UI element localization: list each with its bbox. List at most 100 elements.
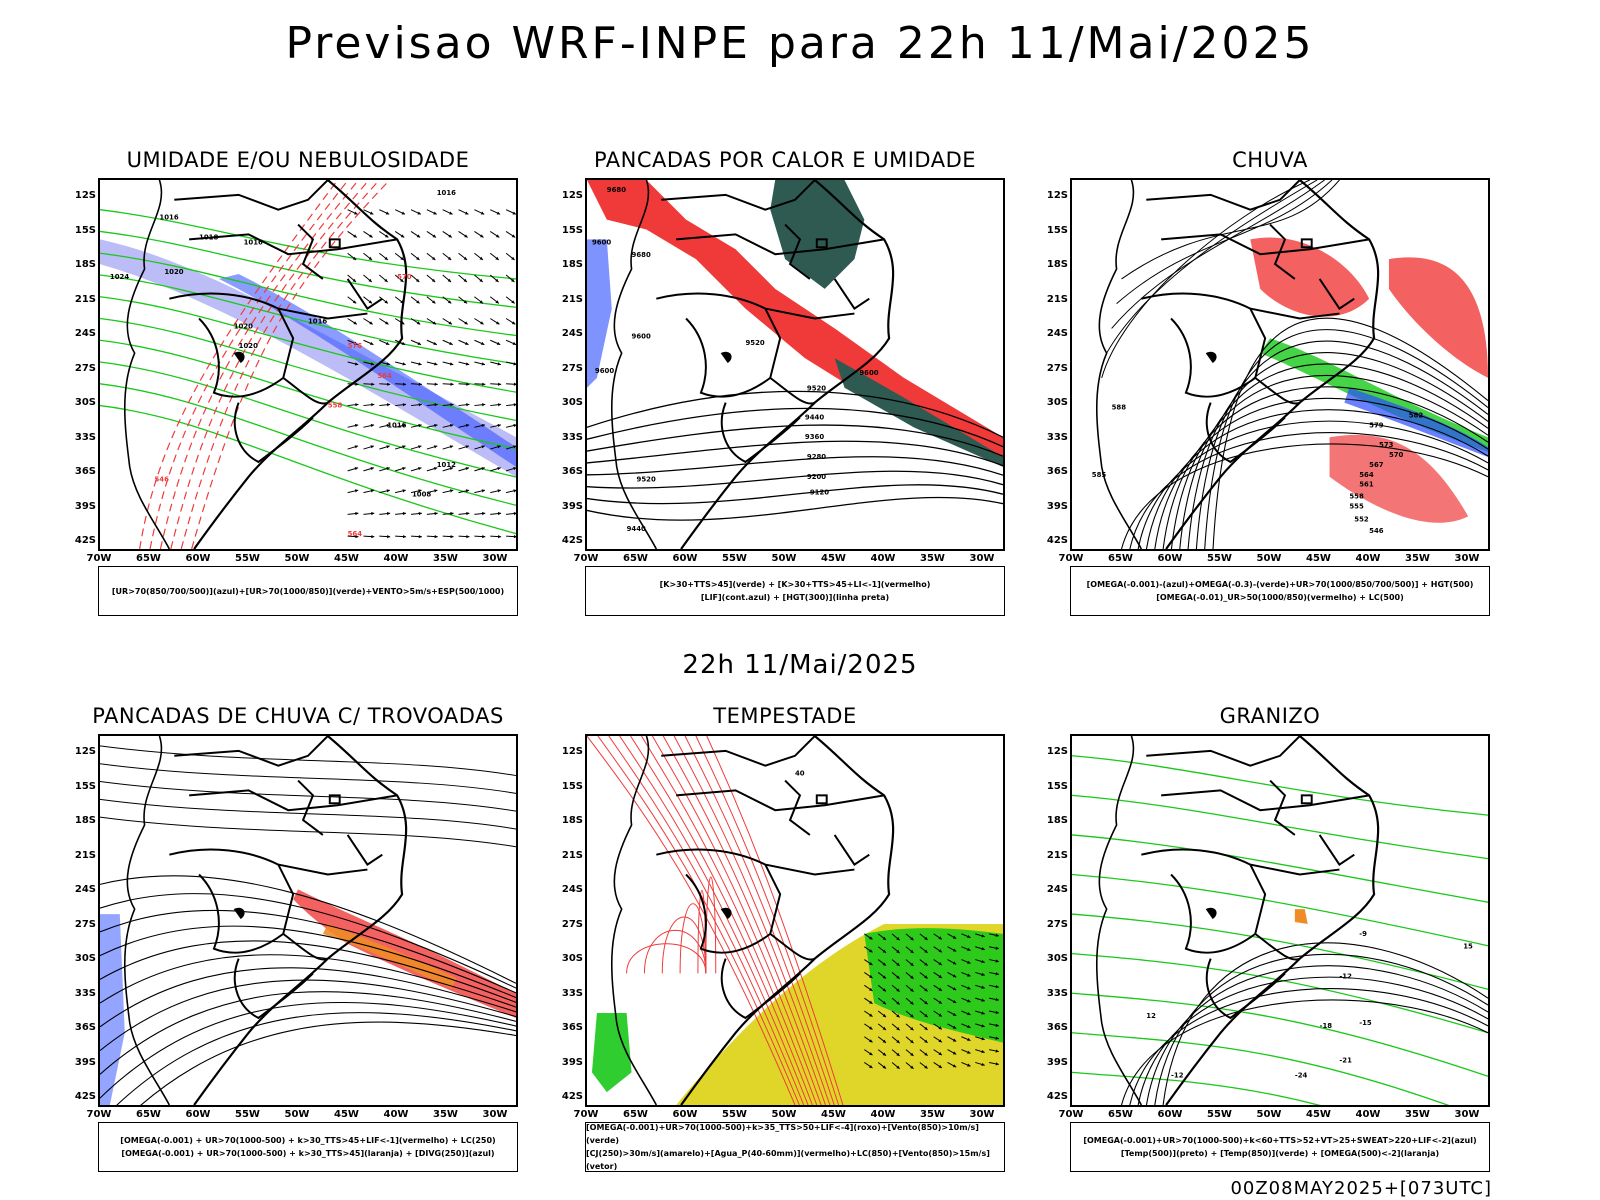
legend-line: [UR>70(850/700/500)](azul)+[UR>70(1000/8… [111, 586, 505, 596]
latitude-tick-label: 33S [1046, 987, 1068, 999]
contour-label: 576 [348, 342, 363, 350]
forecast-map: 40 [587, 736, 1003, 1105]
longitude-tick-label: 60W [185, 553, 211, 564]
longitude-tick-label: 35W [1405, 1109, 1430, 1120]
latitude-tick-label: 15S [1046, 780, 1068, 792]
longitude-tick-label: 55W [1207, 553, 1232, 564]
latitude-tick-label: 18S [1046, 259, 1068, 270]
contour-label: -21 [1339, 1056, 1352, 1064]
contour-label: 558 [1349, 493, 1364, 501]
longitude-tick-label: 65W [1108, 1109, 1133, 1120]
forecast-map: 1016 1016 1018 1016 1020 1020 1024 1020 1016 1016… [100, 180, 516, 549]
latitude-tick-label: 15S [1046, 224, 1068, 236]
longitude-tick-label: 45W [821, 1109, 846, 1120]
longitude-tick-label: 40W [383, 1109, 409, 1120]
contour-label: 9440 [805, 413, 824, 421]
contour-label: 567 [1369, 461, 1384, 469]
contour-label: 1018 [199, 233, 218, 241]
longitude-tick-label: 60W [1157, 553, 1183, 564]
latitude-tick-label: 36S [1046, 466, 1068, 477]
latitude-tick-label: 39S [561, 1056, 583, 1068]
contour-label: 1012 [437, 461, 456, 469]
latitude-tick-label: 33S [561, 987, 583, 999]
latitude-tick-label: 42S [74, 535, 96, 546]
longitude-tick-label: 55W [1207, 1109, 1232, 1120]
longitude-tick-label: 55W [235, 553, 260, 564]
latitude-tick-label: 12S [561, 746, 583, 757]
latitude-tick-label: 24S [1046, 884, 1068, 895]
latitude-tick-label: 30S [74, 397, 96, 408]
latitude-tick-label: 15S [74, 780, 96, 792]
panel-umidade: UMIDADE E/OU NEBULOSIDADE 1016 1016 1018 101… [38, 148, 558, 618]
legend-line: [K>30+TTS>45](verde) + [K>30+TTS>45+LI<-… [659, 580, 931, 589]
longitude-tick-label: 50W [1256, 1109, 1282, 1120]
forecast-map: -9 -12 -15 -18 -21 -24 -12 12 15 [1072, 736, 1488, 1105]
latitude-tick-label: 24S [74, 328, 96, 339]
latitude-tick-label: 12S [561, 190, 583, 201]
contour-label: 552 [1354, 515, 1369, 523]
longitude-tick-label: 45W [1306, 553, 1331, 564]
longitude-tick-label: 45W [1306, 1109, 1331, 1120]
contour-label: 564 [1359, 471, 1374, 479]
latitude-tick-label: 42S [561, 535, 583, 546]
contour-label: 564 [377, 372, 392, 380]
contour-label: 558 [328, 402, 343, 410]
longitude-tick-label: 35W [920, 1109, 945, 1120]
contour-label: 9600 [632, 332, 651, 340]
contour-label: 546 [1369, 527, 1384, 535]
longitude-tick-label: 30W [482, 553, 508, 564]
panel-legend: [OMEGA(-0.001)-(azul)+OMEGA(-0.3)-(verde… [1070, 566, 1490, 616]
longitude-tick-label: 40W [1355, 553, 1381, 564]
contour-label: 1020 [239, 342, 258, 350]
latitude-tick-label: 15S [561, 780, 583, 792]
longitude-tick-label: 35W [1405, 553, 1430, 564]
latitude-tick-label: 21S [561, 293, 583, 305]
latitude-tick-label: 18S [561, 815, 583, 826]
longitude-tick-label: 60W [672, 1109, 698, 1120]
panel-legend: [K>30+TTS>45](verde) + [K>30+TTS>45+LI<-… [585, 566, 1005, 616]
contour-label: 15 [1463, 943, 1473, 951]
longitude-tick-label: 60W [672, 553, 698, 564]
latitude-tick-label: 42S [1046, 1091, 1068, 1102]
latitude-tick-label: 18S [74, 259, 96, 270]
latitude-tick-label: 27S [561, 362, 583, 374]
panel-legend: [UR>70(850/700/500)](azul)+[UR>70(1000/8… [98, 566, 518, 616]
map-frame: 9680 9600 9680 9600 9520 9600 9520 9440 9360 9280… [585, 178, 1005, 551]
latitude-tick-label: 15S [74, 224, 96, 236]
legend-line: [OMEGA(-0.001) + UR>70(1000-500) + k>30_… [120, 1136, 496, 1145]
longitude-tick-label: 35W [433, 1109, 458, 1120]
latitude-tick-label: 33S [74, 987, 96, 999]
latitude-tick-label: 12S [74, 746, 96, 757]
contour-label: 585 [1092, 471, 1107, 479]
longitude-tick-label: 30W [1454, 553, 1480, 564]
latitude-tick-label: 36S [561, 1022, 583, 1033]
longitude-tick-label: 55W [235, 1109, 260, 1120]
longitude-tick-label: 45W [334, 553, 359, 564]
legend-line: [OMEGA(-0.001) + UR>70(1000-500) + k>30_… [121, 1149, 495, 1158]
latitude-tick-label: 21S [1046, 849, 1068, 861]
contour-label: 9680 [607, 186, 626, 194]
latitude-tick-label: 18S [1046, 815, 1068, 826]
longitude-tick-label: 65W [623, 1109, 648, 1120]
latitude-tick-label: 24S [1046, 328, 1068, 339]
contour-label: -9 [1359, 930, 1367, 938]
panel-title: TEMPESTADE [713, 704, 857, 728]
contour-label: -18 [1320, 1022, 1333, 1030]
legend-line: [OMEGA(-0.01)_UR>50(1000/850)(vermelho) … [1156, 593, 1404, 602]
contour-label: 579 [1369, 421, 1384, 429]
longitude-tick-label: 30W [1454, 1109, 1480, 1120]
longitude-tick-label: 65W [1108, 553, 1133, 564]
latitude-tick-label: 12S [1046, 746, 1068, 757]
contour-label: 555 [1349, 502, 1364, 510]
contour-label: 564 [348, 530, 363, 538]
latitude-tick-label: 30S [561, 397, 583, 408]
forecast-map: 9680 9600 9680 9600 9520 9600 9520 9440 9360 9280… [587, 180, 1003, 549]
panel-legend: [OMEGA(-0.001)+UR>70(1000-500)+k>35_TTS>… [585, 1122, 1005, 1172]
contour-label: 9520 [807, 385, 826, 393]
contour-label: 582 [1409, 411, 1424, 419]
latitude-tick-label: 24S [561, 328, 583, 339]
longitude-tick-label: 70W [86, 1109, 112, 1120]
longitude-tick-label: 50W [1256, 553, 1282, 564]
longitude-tick-label: 30W [482, 1109, 508, 1120]
latitude-tick-label: 12S [1046, 190, 1068, 201]
